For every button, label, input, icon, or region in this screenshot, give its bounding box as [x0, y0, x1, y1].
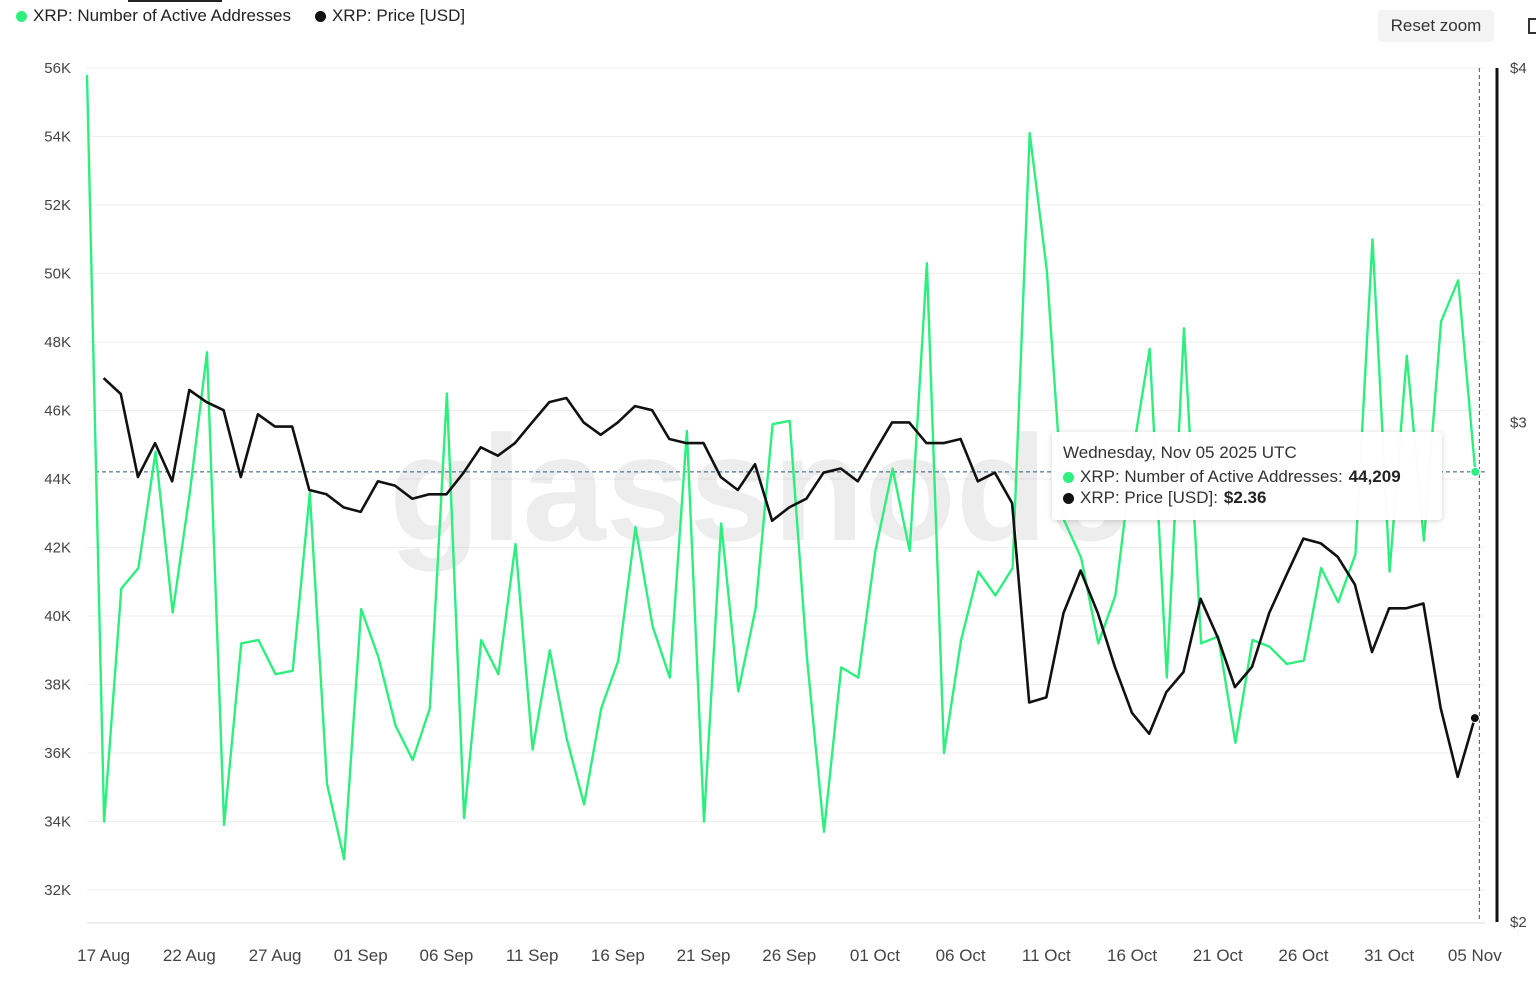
tooltip-value: 44,209 [1348, 467, 1401, 486]
x-tick-label: 26 Sep [762, 946, 816, 965]
tooltip-row-price: XRP: Price [USD]: $2.36 [1063, 488, 1266, 508]
y-tick-label-right: $3 [1510, 414, 1527, 431]
y-tick-label-left: 36K [44, 745, 71, 762]
x-tick-label: 01 Sep [334, 946, 388, 965]
y-tick-label-left: 42K [44, 540, 71, 557]
grid-lines [87, 67, 1485, 891]
x-tick-label: 17 Aug [77, 946, 130, 965]
x-tick-label: 01 Oct [850, 946, 900, 965]
tooltip-marker-icon [1063, 471, 1074, 483]
x-tick-label: 05 Nov [1448, 946, 1502, 965]
legend-label: XRP: Price [USD] [331, 6, 466, 25]
hover-markers [1469, 466, 1481, 724]
y-tick-label-left: 54K [44, 129, 71, 146]
y-tick-label-left: 34K [44, 814, 71, 831]
x-tick-label: 11 Sep [506, 946, 559, 965]
y-tick-label-left: 52K [44, 197, 71, 214]
x-tick-label: 06 Oct [936, 946, 986, 965]
tooltip-label: XRP: Price [USD]: [1080, 488, 1218, 507]
legend-item-price[interactable]: XRP: Price [USD] [314, 6, 466, 26]
reset-zoom-button[interactable]: Reset zoom [1378, 10, 1494, 42]
x-tick-label: 22 Aug [163, 946, 216, 965]
watermark: glassnode [389, 404, 1131, 572]
x-tick-label: 11 Oct [1022, 946, 1071, 965]
legend-marker-icon [16, 10, 27, 22]
y-tick-label-left: 44K [44, 471, 71, 488]
series-lines [85, 74, 1477, 861]
y-tick-label-right: $2 [1510, 914, 1527, 931]
tooltip-row-addresses: XRP: Number of Active Addresses: 44,209 [1063, 467, 1401, 487]
active-addresses-marker [1470, 466, 1481, 477]
tooltip-marker-icon [1063, 492, 1074, 504]
x-tick-label: 21 Sep [677, 946, 731, 965]
x-axis: 17 Aug 22 Aug 27 Aug 01 Sep 06 Sep 11 Sep 16 S… [77, 922, 1502, 965]
x-tick-label: 21 Oct [1193, 946, 1243, 965]
price-marker [1469, 713, 1480, 724]
tooltip: Wednesday, Nov 05 2025 UTC XRP: Number o… [1052, 432, 1442, 520]
x-tick-label: 16 Oct [1107, 946, 1157, 965]
y-tick-label-left: 50K [44, 266, 71, 283]
y-tick-label-right: $4 [1510, 60, 1527, 77]
y-tick-label-left: 46K [44, 403, 71, 420]
x-tick-label: 31 Oct [1364, 946, 1414, 965]
y-tick-label-left: 38K [44, 677, 71, 694]
x-tick-label: 16 Sep [591, 946, 645, 965]
legend-marker-icon [314, 10, 326, 22]
tooltip-value: $2.36 [1223, 488, 1267, 507]
legend-item-active-addresses[interactable]: XRP: Number of Active Addresses [16, 6, 291, 26]
active-range-indicator [128, 0, 222, 2]
y-tick-label-left: 32K [44, 882, 71, 899]
chart-menu-icon[interactable] [1528, 18, 1536, 34]
y-tick-label-left: 40K [44, 608, 71, 625]
y-axis-left: 32K 34K 36K 38K 40K 42K 44K 46K 48K 50K 52K 54K 56K [44, 60, 71, 899]
tooltip-date: Wednesday, Nov 05 2025 UTC [1063, 443, 1297, 462]
y-tick-label-left: 48K [44, 334, 71, 351]
y-tick-label-left: 56K [44, 60, 71, 77]
active-addresses-line [85, 74, 1477, 861]
legend-label: XRP: Number of Active Addresses [33, 6, 291, 25]
x-tick-label: 26 Oct [1278, 946, 1328, 965]
price-line [102, 377, 1477, 779]
chart-legend: XRP: Number of Active Addresses XRP: Pri… [16, 6, 465, 26]
y-axis-right: $2 $3 $4 [1495, 60, 1527, 931]
x-tick-label: 27 Aug [249, 946, 302, 965]
x-tick-label: 06 Sep [419, 946, 473, 965]
tooltip-label: XRP: Number of Active Addresses: [1080, 467, 1343, 486]
